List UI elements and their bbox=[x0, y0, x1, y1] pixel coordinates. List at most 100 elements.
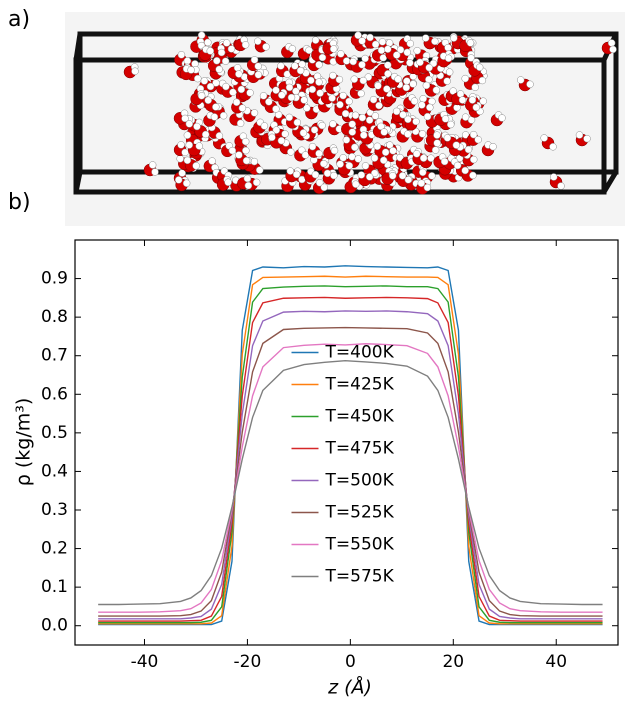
hydrogen bbox=[377, 46, 386, 55]
hydrogen bbox=[250, 109, 259, 117]
hydrogen bbox=[228, 146, 237, 155]
hydrogen bbox=[396, 153, 404, 162]
hydrogen bbox=[307, 76, 315, 85]
hydrogen bbox=[422, 81, 431, 90]
hydrogen bbox=[467, 54, 475, 62]
hydrogen bbox=[242, 146, 250, 155]
hydrogen bbox=[299, 129, 308, 137]
hydrogen bbox=[204, 38, 212, 47]
hydrogen bbox=[250, 157, 259, 166]
series-line bbox=[98, 360, 603, 606]
plot-frame bbox=[74, 239, 619, 646]
hydrogen bbox=[540, 134, 548, 142]
hydrogen bbox=[479, 97, 487, 105]
hydrogen bbox=[384, 61, 392, 69]
hydrogen bbox=[151, 168, 159, 176]
molecule-snapshot bbox=[65, 12, 625, 226]
hydrogen bbox=[370, 169, 379, 177]
hydrogen bbox=[285, 113, 294, 122]
hydrogen bbox=[350, 75, 359, 83]
hydrogen bbox=[381, 148, 390, 156]
hydrogen bbox=[383, 85, 391, 93]
hydrogen bbox=[418, 130, 427, 138]
hydrogen bbox=[419, 154, 428, 162]
hydrogen bbox=[318, 53, 327, 62]
hydrogen bbox=[278, 91, 286, 99]
hydrogen bbox=[404, 176, 413, 184]
hydrogen bbox=[370, 154, 379, 162]
hydrogen bbox=[277, 136, 286, 145]
hydrogen bbox=[342, 57, 351, 65]
hydrogen bbox=[373, 142, 382, 151]
x-tick-label: 0 bbox=[345, 652, 356, 672]
hydrogen bbox=[461, 74, 469, 83]
y-tick-label: 0.8 bbox=[41, 307, 68, 327]
hydrogen bbox=[232, 98, 241, 107]
hydrogen bbox=[315, 60, 323, 69]
hydrogen bbox=[187, 66, 195, 74]
hydrogen bbox=[308, 85, 317, 94]
hydrogen bbox=[242, 156, 251, 165]
y-tick-label: 0.9 bbox=[41, 269, 68, 289]
hydrogen bbox=[293, 118, 302, 127]
hydrogen bbox=[418, 101, 426, 109]
x-tick-label: 40 bbox=[545, 652, 567, 672]
hydrogen bbox=[345, 97, 353, 106]
hydrogen bbox=[148, 161, 157, 169]
hydrogen bbox=[489, 142, 497, 151]
hydrogen bbox=[329, 45, 338, 53]
hydrogen bbox=[208, 157, 216, 165]
x-tick-label: -40 bbox=[131, 652, 159, 672]
hydrogen bbox=[365, 173, 374, 181]
hydrogen bbox=[371, 112, 380, 120]
hydrogen bbox=[468, 96, 477, 104]
x-tick-label: 20 bbox=[442, 652, 464, 672]
x-axis-label: z (Å) bbox=[327, 676, 372, 699]
hydrogen bbox=[268, 133, 276, 142]
hydrogen bbox=[194, 74, 202, 83]
hydrogen bbox=[315, 178, 324, 187]
series-line bbox=[98, 265, 603, 626]
hydrogen bbox=[358, 60, 366, 69]
hydrogen bbox=[210, 113, 219, 121]
hydrogen bbox=[315, 149, 323, 158]
hydrogen bbox=[285, 83, 294, 92]
hydrogen bbox=[378, 38, 387, 46]
hydrogen bbox=[227, 45, 236, 53]
series-line bbox=[98, 310, 603, 620]
hydrogen bbox=[250, 56, 259, 64]
hydrogen bbox=[181, 114, 189, 123]
hydrogen bbox=[222, 82, 230, 91]
box-edge bbox=[601, 170, 619, 194]
hydrogen bbox=[300, 96, 308, 104]
hydrogen bbox=[412, 117, 420, 126]
hydrogen bbox=[335, 75, 344, 84]
hydrogen bbox=[431, 37, 439, 46]
hydrogen bbox=[348, 120, 356, 128]
hydrogen bbox=[443, 77, 451, 85]
hydrogen bbox=[193, 122, 201, 131]
hydrogen bbox=[339, 91, 347, 100]
hydrogen bbox=[237, 85, 246, 94]
hydrogen bbox=[444, 54, 453, 63]
hydrogen bbox=[351, 111, 360, 120]
hydrogen bbox=[252, 178, 261, 187]
hydrogen bbox=[426, 103, 434, 112]
hydrogen bbox=[417, 179, 426, 187]
hydrogen bbox=[386, 141, 394, 149]
hydrogen bbox=[330, 171, 338, 180]
hydrogen bbox=[195, 142, 203, 150]
hydrogen bbox=[452, 141, 461, 149]
hydrogen bbox=[329, 71, 337, 80]
hydrogen bbox=[421, 34, 430, 42]
hydrogen bbox=[354, 155, 363, 163]
hydrogen bbox=[365, 116, 374, 124]
hydrogen bbox=[409, 80, 417, 88]
hydrogen bbox=[458, 96, 467, 104]
hydrogen bbox=[311, 170, 320, 179]
hydrogen bbox=[425, 63, 433, 72]
hydrogen bbox=[329, 120, 337, 128]
hydrogen bbox=[443, 134, 452, 142]
hydrogen bbox=[348, 128, 357, 136]
hydrogen bbox=[427, 154, 435, 162]
